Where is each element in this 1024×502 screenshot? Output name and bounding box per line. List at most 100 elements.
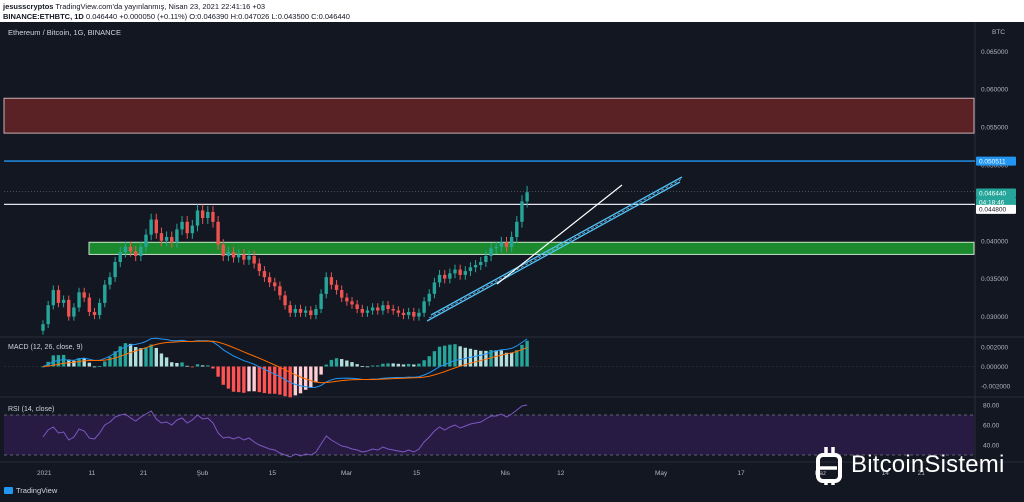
white-trendline[interactable] — [496, 184, 623, 285]
candle[interactable] — [283, 295, 287, 306]
candle[interactable] — [432, 282, 437, 294]
candle[interactable] — [118, 252, 122, 262]
candle[interactable] — [303, 310, 308, 313]
candle[interactable] — [185, 221, 189, 234]
candle[interactable] — [113, 261, 117, 278]
candle[interactable] — [484, 255, 488, 262]
resistance-zone[interactable] — [3, 97, 975, 134]
candle[interactable] — [381, 305, 385, 311]
candle[interactable] — [453, 269, 457, 274]
support-zone[interactable] — [88, 241, 975, 255]
candle[interactable] — [324, 277, 328, 294]
candle[interactable] — [237, 254, 241, 258]
candle[interactable] — [298, 308, 303, 313]
candle[interactable] — [128, 246, 133, 252]
candle[interactable] — [200, 210, 205, 219]
candle[interactable] — [360, 308, 364, 313]
candle[interactable] — [412, 312, 416, 317]
candle[interactable] — [345, 297, 349, 302]
candle[interactable] — [365, 310, 370, 313]
candle[interactable] — [309, 310, 313, 316]
candle[interactable] — [267, 277, 272, 283]
candle[interactable] — [170, 236, 174, 243]
candle[interactable] — [226, 252, 231, 256]
candle[interactable] — [370, 307, 375, 311]
candle[interactable] — [463, 271, 467, 275]
candle[interactable] — [499, 242, 504, 247]
channel-upper-line[interactable] — [430, 176, 683, 316]
candle[interactable] — [489, 248, 493, 256]
candle[interactable] — [391, 308, 395, 311]
candle[interactable] — [257, 263, 261, 272]
candle[interactable] — [61, 299, 66, 303]
tradingview-logo[interactable]: TradingView — [4, 486, 57, 495]
candle[interactable] — [247, 255, 251, 260]
candle[interactable] — [473, 265, 478, 268]
channel-lower-line[interactable] — [426, 181, 681, 322]
candle[interactable] — [376, 307, 380, 311]
candle[interactable] — [175, 229, 179, 243]
candle[interactable] — [479, 261, 483, 266]
candle[interactable] — [231, 252, 236, 258]
candle[interactable] — [406, 312, 411, 316]
candle[interactable] — [164, 236, 169, 241]
candle[interactable] — [103, 284, 107, 303]
candle[interactable] — [134, 251, 138, 256]
candle[interactable] — [437, 274, 442, 283]
candle[interactable] — [350, 301, 354, 305]
candle[interactable] — [46, 305, 50, 325]
candle[interactable] — [273, 282, 277, 287]
candle[interactable] — [448, 273, 452, 279]
candle[interactable] — [252, 255, 256, 264]
candle[interactable] — [144, 234, 148, 247]
candle[interactable] — [56, 290, 61, 303]
candle[interactable] — [417, 312, 421, 317]
candle[interactable] — [314, 308, 318, 316]
chart-canvas[interactable]: 0.0650000.0600000.0550000.0500000.045000… — [0, 22, 1024, 482]
candle[interactable] — [51, 290, 55, 306]
candle[interactable] — [443, 274, 447, 279]
candle[interactable] — [92, 312, 97, 316]
candle[interactable] — [319, 293, 323, 309]
candle[interactable] — [262, 271, 267, 278]
candle[interactable] — [108, 277, 112, 285]
candle[interactable] — [190, 225, 195, 234]
candle[interactable] — [72, 307, 76, 317]
candle[interactable] — [422, 301, 426, 313]
candle[interactable] — [396, 310, 401, 313]
candle[interactable] — [427, 293, 431, 302]
candle[interactable] — [494, 246, 498, 249]
candle[interactable] — [180, 221, 184, 230]
candle[interactable] — [211, 211, 215, 222]
candle[interactable] — [221, 244, 225, 256]
candle[interactable] — [139, 246, 143, 256]
candle[interactable] — [334, 284, 339, 291]
candle[interactable] — [504, 242, 509, 247]
candle[interactable] — [123, 246, 128, 253]
candle[interactable] — [329, 277, 334, 285]
candle[interactable] — [515, 221, 519, 237]
candle[interactable] — [206, 211, 210, 219]
candle[interactable] — [154, 219, 158, 234]
candle[interactable] — [97, 302, 102, 316]
candle[interactable] — [195, 210, 200, 226]
candle[interactable] — [77, 292, 81, 308]
candle[interactable] — [520, 201, 524, 222]
candle[interactable] — [288, 305, 292, 313]
candle[interactable] — [149, 219, 153, 235]
candle[interactable] — [401, 312, 406, 316]
candle[interactable] — [468, 267, 473, 272]
candle[interactable] — [278, 286, 282, 296]
candle[interactable] — [41, 324, 45, 331]
candle[interactable] — [509, 236, 514, 247]
candle[interactable] — [355, 304, 359, 309]
candle[interactable] — [458, 269, 462, 275]
candle[interactable] — [340, 290, 344, 298]
candle[interactable] — [293, 308, 298, 313]
candle[interactable] — [87, 297, 92, 313]
candle[interactable] — [242, 254, 246, 260]
candle[interactable] — [525, 192, 529, 202]
candle[interactable] — [159, 233, 164, 241]
candle[interactable] — [386, 305, 390, 309]
candle[interactable] — [82, 292, 86, 298]
